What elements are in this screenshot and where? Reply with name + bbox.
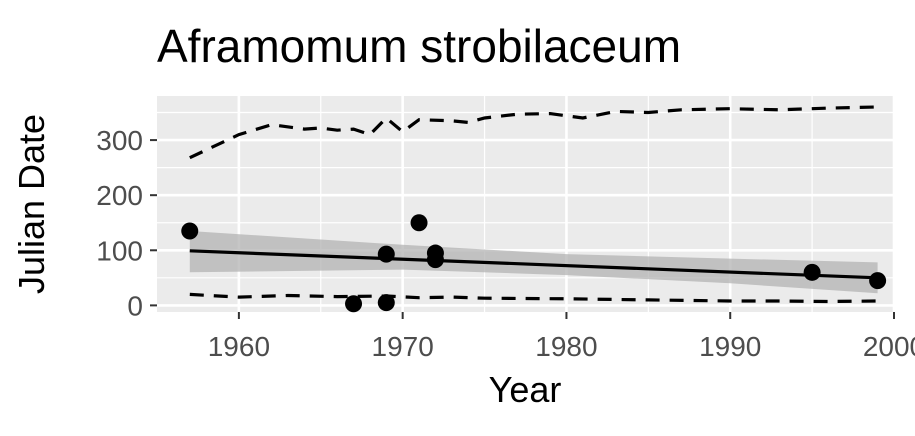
y-tick-label: 0 — [127, 290, 143, 321]
major-gridlines — [157, 96, 896, 312]
minor-gridlines — [157, 96, 894, 312]
data-point — [803, 263, 821, 281]
line-layer — [189, 105, 878, 304]
x-tick-label: 1970 — [372, 331, 434, 362]
x-tick-label: 1960 — [208, 331, 270, 362]
upper-dashed-line — [189, 105, 878, 160]
x-tick-label: 1980 — [535, 331, 597, 362]
y-tick-label: 300 — [96, 125, 143, 156]
x-axis-label: Year — [489, 369, 562, 410]
data-point — [181, 222, 199, 240]
data-point — [377, 294, 395, 312]
point-layer — [181, 214, 887, 313]
data-point — [377, 245, 395, 263]
y-tick-label: 100 — [96, 235, 143, 266]
data-point — [869, 272, 887, 290]
chart-title: Aframomum strobilaceum — [157, 20, 681, 72]
x-tick-label: 1990 — [699, 331, 761, 362]
confidence-band-layer — [189, 231, 878, 294]
confidence-band — [189, 231, 878, 294]
data-point — [426, 251, 444, 269]
data-point — [345, 295, 363, 313]
data-point — [410, 214, 428, 232]
lower-dashed-line — [189, 292, 878, 304]
y-tick-label: 200 — [96, 180, 143, 211]
y-axis-label: Julian Date — [11, 114, 52, 294]
trend-line — [189, 249, 878, 280]
